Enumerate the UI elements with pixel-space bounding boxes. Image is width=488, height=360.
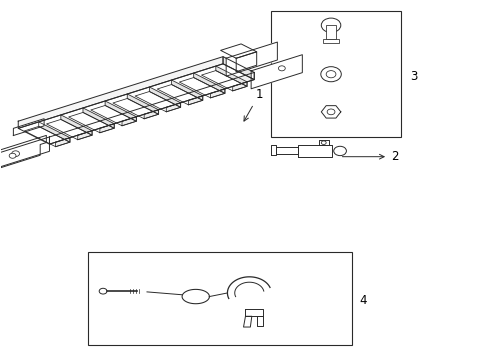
Polygon shape [56,138,70,147]
Text: 4: 4 [358,294,366,307]
Text: 2: 2 [342,150,397,163]
Polygon shape [39,122,70,142]
Circle shape [12,151,20,157]
Polygon shape [122,117,136,126]
Polygon shape [271,145,276,155]
Circle shape [321,141,325,144]
Polygon shape [0,135,46,170]
Text: 3: 3 [409,69,417,82]
Polygon shape [193,73,224,93]
Circle shape [325,71,335,78]
Polygon shape [318,140,328,145]
Polygon shape [157,85,203,105]
Polygon shape [78,131,92,140]
Circle shape [9,153,16,158]
Polygon shape [179,77,224,98]
Polygon shape [18,64,254,144]
Polygon shape [83,108,114,128]
Polygon shape [321,105,340,118]
Polygon shape [13,119,44,135]
Polygon shape [18,57,223,129]
Bar [271,12,400,137]
Polygon shape [100,124,114,133]
Polygon shape [215,66,246,86]
Polygon shape [46,120,92,140]
Polygon shape [127,94,158,114]
Polygon shape [105,101,136,121]
Text: 1: 1 [244,88,263,121]
Polygon shape [245,309,263,316]
Bar [323,39,338,44]
Polygon shape [232,82,246,91]
Polygon shape [243,316,251,327]
Polygon shape [210,89,224,98]
Bar [325,25,335,39]
Polygon shape [91,105,136,126]
Polygon shape [166,103,180,112]
Polygon shape [223,57,254,80]
Polygon shape [113,99,158,119]
Circle shape [326,109,334,115]
Polygon shape [236,52,256,72]
Circle shape [321,18,340,32]
Bar [88,252,351,345]
Polygon shape [298,145,331,157]
Polygon shape [24,126,70,147]
Polygon shape [201,71,246,91]
Polygon shape [49,72,254,144]
Circle shape [333,146,346,156]
Polygon shape [0,137,49,170]
Polygon shape [61,115,92,135]
Polygon shape [251,55,302,89]
Polygon shape [144,110,158,119]
Circle shape [99,288,107,294]
Polygon shape [171,80,203,100]
Polygon shape [220,44,256,58]
Polygon shape [226,42,277,76]
Polygon shape [188,96,203,105]
Polygon shape [276,147,298,154]
Polygon shape [135,91,180,112]
Polygon shape [149,87,180,107]
Circle shape [320,67,341,82]
Polygon shape [68,112,114,133]
Polygon shape [256,316,263,326]
Circle shape [278,66,285,71]
